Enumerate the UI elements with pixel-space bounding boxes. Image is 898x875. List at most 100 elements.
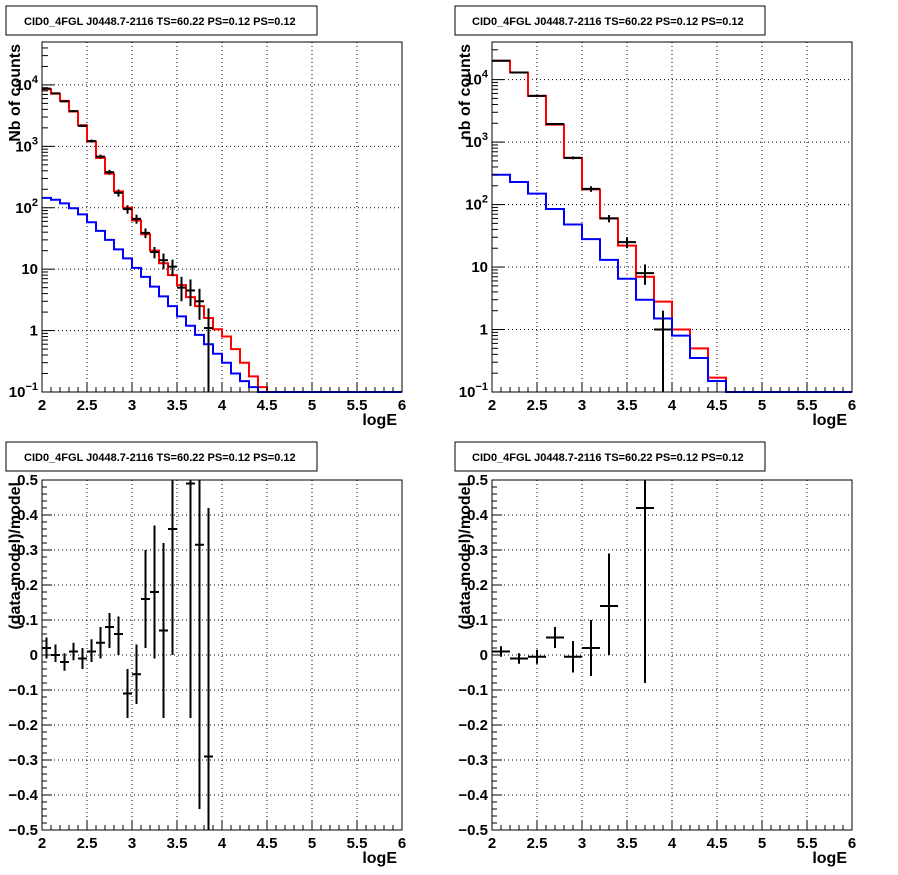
x-tick-label: 4.5 — [707, 397, 728, 414]
x-tick-label: 3.5 — [617, 835, 638, 852]
panel-residual-right: 2 2.5 3 3.5 4 4.5 5 5.5 6 −0.5 −0.4 −0.3 −0.2 −0.1 0 0.… — [454, 441, 856, 867]
y-tick-label: −0.1 — [8, 682, 38, 699]
x-tick-label: 4.5 — [257, 835, 278, 852]
residual-point — [105, 613, 114, 648]
data-point — [546, 122, 564, 125]
grid-lines — [492, 42, 852, 392]
title-box — [454, 5, 766, 36]
x-axis-label: logE — [362, 412, 397, 429]
x-tick-label: 5 — [758, 835, 766, 852]
title-box — [5, 441, 318, 472]
y-tick-label: 0.5 — [467, 472, 488, 489]
y-tick-label: −0.5 — [8, 822, 38, 839]
y-tick-label: 0.2 — [17, 577, 38, 594]
residual-point — [150, 525, 159, 659]
x-tick-label: 3.5 — [167, 835, 188, 852]
residual-point — [195, 480, 204, 809]
x-axis-label: logE — [362, 850, 397, 867]
panel-counts-left: 2 2.5 3 3.5 4 4.5 5 5.5 6 10−1 1 10 102 103 104 Nb of … — [5, 5, 406, 429]
residual-point — [528, 649, 546, 664]
data-point — [42, 87, 51, 90]
data-point — [141, 228, 150, 239]
data-point — [528, 94, 546, 97]
data-point — [636, 264, 654, 285]
residual-point — [564, 641, 582, 673]
x-tick-label: 5 — [758, 397, 766, 414]
title-box — [5, 5, 318, 36]
x-tick-label: 4 — [668, 835, 677, 852]
x-tick-label: 4 — [668, 397, 677, 414]
residual-point — [60, 653, 69, 671]
title-box — [454, 441, 766, 472]
data-point — [618, 237, 636, 249]
chart-title: CID0_4FGL J0448.7-2116 TS=60.22 PS=0.12 … — [24, 16, 296, 28]
axis-ticks: 2 2.5 3 3.5 4 4.5 5 5.5 6 −0.5 −0.4 −0.3 −0.2 −0.1 0 0.… — [8, 472, 406, 852]
x-axis-label: logE — [812, 412, 847, 429]
y-tick-label: −0.3 — [458, 752, 488, 769]
x-tick-label: 4 — [218, 835, 227, 852]
y-tick-label: 10 — [21, 261, 38, 278]
y-tick-label: 0.5 — [17, 472, 38, 489]
residual-point — [51, 644, 60, 662]
y-tick-label: 102 — [465, 194, 488, 214]
grid-lines — [492, 480, 852, 830]
y-tick-label: 1 — [480, 322, 488, 339]
panel-residual-left: 2 2.5 3 3.5 4 4.5 5 5.5 6 −0.5 −0.4 −0.3 −0.2 −0.1 0 0.… — [5, 441, 406, 867]
x-tick-label: 2 — [38, 835, 46, 852]
x-axis-label: logE — [812, 850, 847, 867]
x-tick-label: 2.5 — [527, 397, 548, 414]
x-tick-label: 5.5 — [797, 397, 818, 414]
y-tick-label: 0 — [480, 647, 488, 664]
data-point — [60, 100, 69, 103]
data-point — [51, 92, 60, 95]
y-tick-label: 0.2 — [467, 577, 488, 594]
panel-counts-right: 2 2.5 3 3.5 4 4.5 5 5.5 6 10−1 1 10 102 103 104 nb of … — [454, 5, 856, 429]
y-tick-label: −0.4 — [8, 787, 38, 804]
y-tick-label: 1 — [30, 323, 38, 340]
y-tick-label: −0.1 — [458, 682, 488, 699]
data-point — [105, 169, 114, 175]
data-point — [204, 308, 213, 392]
x-tick-label: 2 — [488, 397, 496, 414]
x-tick-label: 3 — [128, 835, 136, 852]
x-tick-label: 4.5 — [257, 397, 278, 414]
x-tick-label: 6 — [848, 397, 856, 414]
x-tick-label: 3 — [128, 397, 136, 414]
residual-point — [204, 508, 213, 830]
residual-point — [168, 480, 177, 655]
y-tick-label: 0.1 — [17, 612, 38, 629]
data-point — [150, 246, 159, 259]
x-tick-label: 3 — [578, 397, 586, 414]
residual-point — [600, 553, 618, 655]
chart-title: CID0_4FGL J0448.7-2116 TS=60.22 PS=0.12 … — [472, 16, 744, 28]
residual-point — [87, 639, 96, 662]
x-tick-label: 2 — [488, 835, 496, 852]
plot-area — [42, 87, 402, 393]
chart-title: CID0_4FGL J0448.7-2116 TS=60.22 PS=0.12 … — [472, 452, 744, 464]
x-tick-label: 6 — [398, 835, 406, 852]
data-point — [78, 124, 87, 128]
chart-title: CID0_4FGL J0448.7-2116 TS=60.22 PS=0.12 … — [24, 452, 296, 464]
axis-ticks: 2 2.5 3 3.5 4 4.5 5 5.5 6 10−1 1 10 102 103 104 — [9, 47, 406, 414]
y-axis-label: Nb of counts — [7, 44, 24, 142]
data-point — [195, 288, 204, 320]
y-tick-label: 0.4 — [17, 507, 39, 524]
data-point — [114, 189, 123, 197]
x-tick-label: 5.5 — [347, 835, 368, 852]
residual-point — [123, 669, 132, 718]
y-axis-label: (data-model)/model — [457, 482, 474, 630]
residual-point — [546, 627, 564, 648]
axis-ticks: 2 2.5 3 3.5 4 4.5 5 5.5 6 10−1 1 10 102 103 104 — [459, 49, 856, 414]
data-point — [582, 186, 600, 192]
y-tick-label: −0.4 — [458, 787, 488, 804]
data-point — [186, 279, 195, 307]
x-tick-label: 5 — [308, 835, 316, 852]
y-tick-label: 0.3 — [467, 542, 488, 559]
residual-point — [141, 550, 150, 648]
y-tick-label: 10−1 — [459, 381, 488, 401]
residual-point — [186, 480, 195, 718]
data-point — [177, 276, 186, 302]
y-tick-label: 10 — [471, 259, 488, 276]
